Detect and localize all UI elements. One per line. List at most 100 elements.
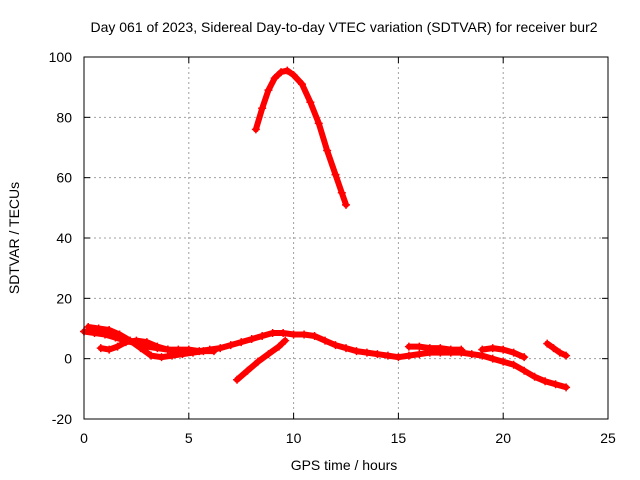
y-axis-label: SDTVAR / TECUs [6, 182, 22, 294]
data-point [394, 353, 403, 362]
data-point [342, 200, 350, 209]
x-tick-label: 25 [600, 430, 616, 446]
data-point [306, 98, 315, 107]
data-point [509, 360, 518, 369]
data-point [362, 348, 371, 357]
data-point [268, 329, 277, 338]
data-point [562, 351, 571, 360]
data-point [331, 170, 340, 179]
data-point [530, 372, 539, 381]
y-tick-label: 80 [56, 109, 72, 125]
data-point [337, 188, 346, 197]
data-point [300, 330, 309, 339]
data-point [121, 338, 130, 347]
x-axis-label: GPS time / hours [291, 457, 398, 473]
data-point [425, 344, 434, 353]
data-point [314, 119, 323, 128]
data-point [478, 345, 487, 354]
data-point [383, 351, 392, 360]
data-point [342, 344, 350, 353]
data-series [80, 66, 571, 392]
series-trace [234, 337, 289, 383]
x-tick-label: 20 [495, 430, 511, 446]
data-point [113, 342, 122, 351]
data-point [352, 347, 361, 356]
data-point [551, 380, 560, 389]
data-point [247, 335, 256, 344]
data-point [321, 336, 330, 345]
data-point [209, 347, 218, 356]
data-point [446, 345, 455, 354]
data-point [283, 66, 292, 75]
data-point [84, 322, 93, 331]
series-track-late-2 [478, 344, 529, 362]
data-point [115, 330, 124, 339]
data-point [142, 338, 151, 347]
data-point [281, 336, 290, 345]
data-point [163, 345, 172, 354]
data-point [436, 344, 445, 353]
data-point [274, 342, 283, 351]
x-tick-label: 10 [286, 430, 302, 446]
data-point [251, 125, 260, 134]
data-point [457, 345, 466, 354]
data-point [415, 342, 424, 351]
data-point [562, 383, 571, 392]
data-point [467, 350, 476, 359]
data-point [310, 332, 319, 341]
data-point [289, 330, 298, 339]
data-point [279, 329, 288, 338]
data-point [541, 377, 550, 386]
data-point [258, 104, 267, 113]
data-point [488, 354, 497, 363]
x-tick-label: 15 [391, 430, 407, 446]
series-trace [252, 67, 349, 208]
data-point [243, 366, 252, 375]
data-point [96, 344, 105, 353]
data-point [199, 347, 208, 356]
data-point [253, 357, 262, 366]
data-point [264, 350, 273, 359]
data-point [233, 375, 242, 384]
data-point [404, 351, 413, 360]
data-point [543, 339, 552, 348]
data-point [520, 353, 529, 362]
data-point [105, 345, 114, 354]
y-tick-label: 60 [56, 170, 72, 186]
data-point [415, 350, 424, 359]
data-point [264, 86, 273, 95]
data-point [226, 341, 235, 350]
y-tick-label: -20 [52, 411, 72, 427]
data-point [488, 344, 497, 353]
data-point [188, 348, 197, 357]
y-tick-label: 20 [56, 290, 72, 306]
data-point [237, 338, 246, 347]
data-point [549, 344, 558, 353]
data-point [136, 344, 145, 353]
data-point [520, 366, 529, 375]
series-track-high-arc [251, 66, 350, 209]
series-track-late-3 [543, 339, 571, 360]
y-tick-label: 40 [56, 230, 72, 246]
data-point [555, 348, 564, 357]
data-point [258, 332, 267, 341]
data-point [297, 80, 306, 89]
data-point [216, 344, 225, 353]
data-point [147, 351, 156, 360]
y-tick-label: 100 [49, 49, 73, 65]
data-point [105, 326, 114, 335]
data-point [499, 345, 508, 354]
data-point [157, 353, 166, 362]
data-point [270, 74, 279, 83]
series-track-late-1 [404, 342, 466, 354]
data-point [499, 357, 508, 366]
data-point [373, 350, 382, 359]
series-track-secondary [96, 336, 183, 356]
tick-labels: 0 5 10 15 20 25 -20 0 20 40 60 80 100 [49, 49, 616, 446]
series-track-rising [233, 336, 290, 384]
x-tick-label: 5 [185, 430, 193, 446]
data-point [153, 342, 162, 351]
data-point [94, 324, 103, 333]
